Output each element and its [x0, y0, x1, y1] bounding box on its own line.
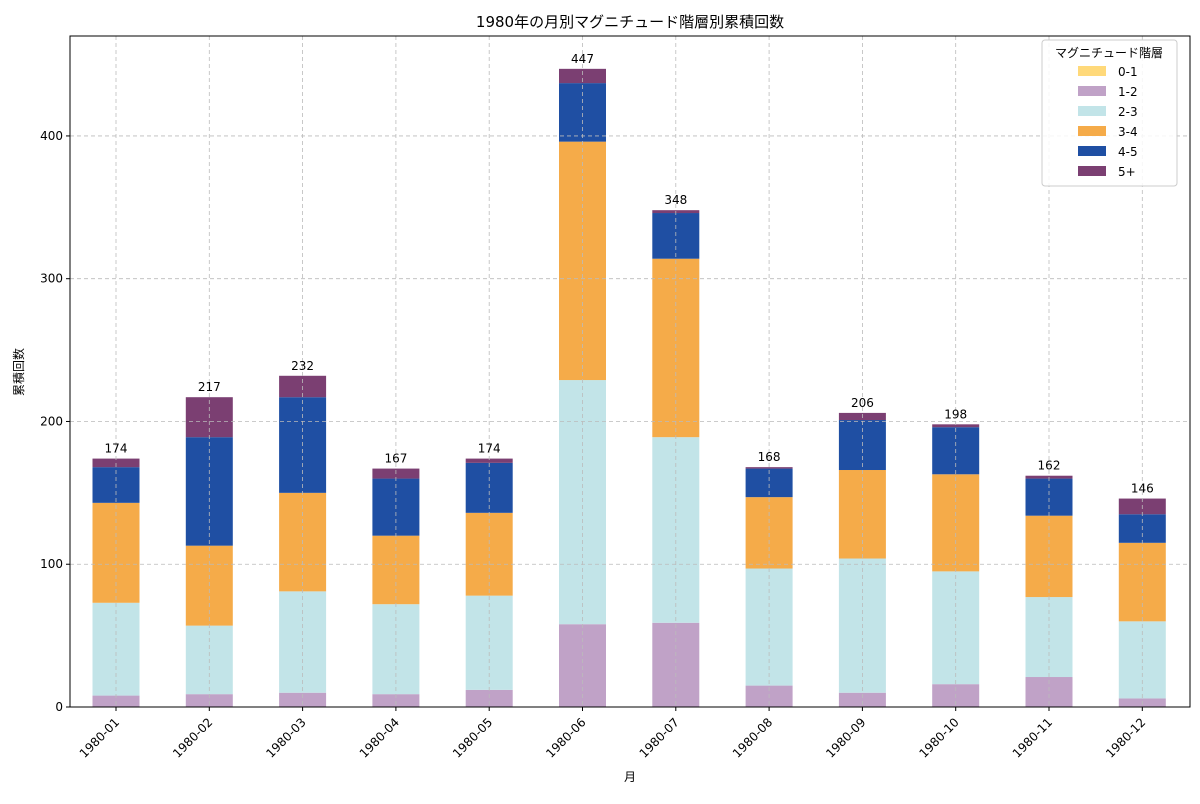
x-axis-label: 月	[624, 770, 636, 784]
legend: マグニチュード階層 0-1 1-2 2-3 3-4 4-5 5+	[1041, 39, 1178, 187]
chart-title: 1980年の月別マグニチュード階層別累積回数	[476, 13, 784, 31]
legend-swatch-0-1	[1078, 66, 1106, 76]
total-label: 162	[1038, 459, 1061, 473]
total-label: 174	[105, 442, 128, 456]
y-tick-label: 200	[40, 414, 63, 428]
x-tick-label: 1980-10	[916, 715, 961, 760]
legend-label: 4-5	[1118, 145, 1138, 159]
y-tick-label: 100	[40, 557, 63, 571]
legend-swatch-5+	[1078, 166, 1106, 176]
y-tick-label: 0	[55, 700, 63, 714]
total-label: 217	[198, 380, 221, 394]
x-tick-label: 1980-06	[543, 715, 588, 760]
x-tick-label: 1980-09	[823, 715, 868, 760]
legend-box	[1041, 39, 1178, 187]
total-label: 348	[664, 193, 687, 207]
bar-segment-3-4	[92, 502, 140, 603]
legend-label: 3-4	[1118, 125, 1138, 139]
bar-segment-5+	[465, 458, 513, 463]
x-tick-label: 1980-12	[1103, 715, 1148, 760]
bar-segment-5+	[745, 467, 793, 469]
bar-segment-1-2	[279, 692, 327, 707]
bars	[92, 68, 1166, 707]
bar-segment-4-5	[559, 83, 606, 142]
x-tick-label: 1980-08	[730, 715, 775, 760]
bar-segment-5+	[559, 68, 606, 84]
x-tick-label: 1980-07	[637, 715, 682, 760]
total-label: 232	[291, 359, 314, 373]
bar-segment-1-2	[838, 692, 886, 707]
total-label: 198	[944, 407, 967, 421]
x-tick-label: 1980-11	[1010, 715, 1055, 760]
legend-label: 0-1	[1118, 65, 1138, 79]
total-label: 167	[384, 452, 407, 466]
bar-segment-1-2	[465, 689, 513, 707]
total-label: 447	[571, 52, 594, 66]
x-tick-label: 1980-01	[77, 715, 122, 760]
total-label: 174	[478, 442, 501, 456]
bar-segment-5+	[932, 424, 980, 428]
bar-segment-1-2	[372, 694, 420, 707]
bar-segment-1-2	[652, 622, 700, 707]
legend-swatch-3-4	[1078, 126, 1106, 136]
legend-swatch-4-5	[1078, 146, 1106, 156]
y-axis-label: 累積回数	[11, 348, 26, 396]
total-label: 146	[1131, 482, 1154, 496]
legend-label: 2-3	[1118, 105, 1138, 119]
x-tick-label: 1980-03	[263, 715, 308, 760]
x-tick-label: 1980-04	[357, 715, 402, 760]
bar-segment-1-2	[559, 624, 606, 707]
legend-label: 5+	[1118, 165, 1136, 179]
x-tick-label: 1980-05	[450, 715, 495, 760]
bar-segment-2-3	[1025, 597, 1073, 678]
x-tick-label: 1980-02	[170, 715, 215, 760]
legend-title: マグニチュード階層	[1055, 45, 1163, 60]
bar-segment-1-2	[185, 694, 233, 707]
total-label: 206	[851, 396, 874, 410]
y-tick-label: 400	[40, 129, 63, 143]
legend-swatch-2-3	[1078, 106, 1106, 116]
total-labels: 174 217 232 167 174 447 348 168 206 198 162 146	[105, 52, 1154, 496]
plot-frame	[69, 35, 1191, 708]
legend-label: 1-2	[1118, 85, 1138, 99]
grid	[70, 36, 1190, 708]
y-tick-label: 300	[40, 272, 63, 286]
legend-swatch-1-2	[1078, 86, 1106, 96]
bar-segment-5+	[92, 458, 140, 468]
total-label: 168	[758, 450, 781, 464]
